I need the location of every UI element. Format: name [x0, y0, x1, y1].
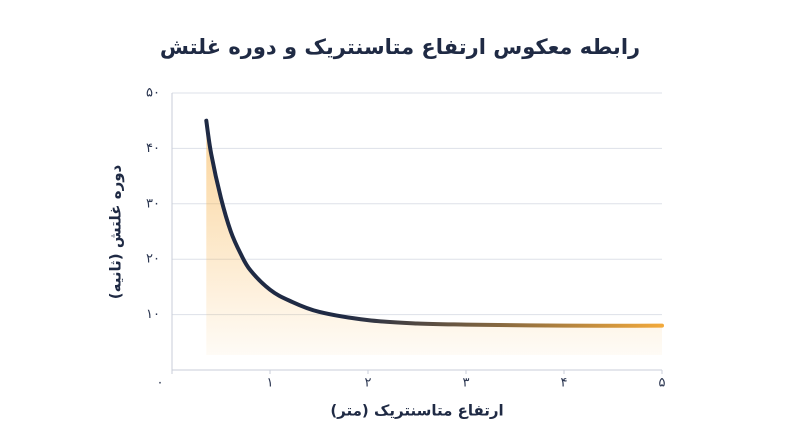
x-tick-label: ۲ — [365, 376, 372, 391]
x-tick-label: ۳ — [463, 376, 470, 391]
y-tick-label: ۴۰ — [146, 141, 160, 156]
x-tick-label: ۱ — [267, 376, 274, 391]
y-tick-label: ۵۰ — [146, 86, 160, 101]
line — [204, 118, 664, 328]
y-tick-label: ۳۰ — [146, 196, 160, 211]
x-tick-label: ۴ — [561, 376, 568, 391]
y-tick-label: ۱۰ — [146, 307, 160, 322]
area — [206, 120, 663, 355]
x-axis-title: ارتفاع متاسنتریک (متر) — [330, 402, 503, 420]
y-tick-label: ۲۰ — [146, 252, 160, 267]
x-tick-label: ۵ — [659, 376, 666, 391]
x-tick-label: ۰ — [157, 376, 164, 391]
y-axis-title: دوره غلتش (ثانیه) — [107, 164, 125, 299]
chart-title: رابطه معکوس ارتفاع متاسنتریک و دوره غلتش — [160, 35, 640, 59]
